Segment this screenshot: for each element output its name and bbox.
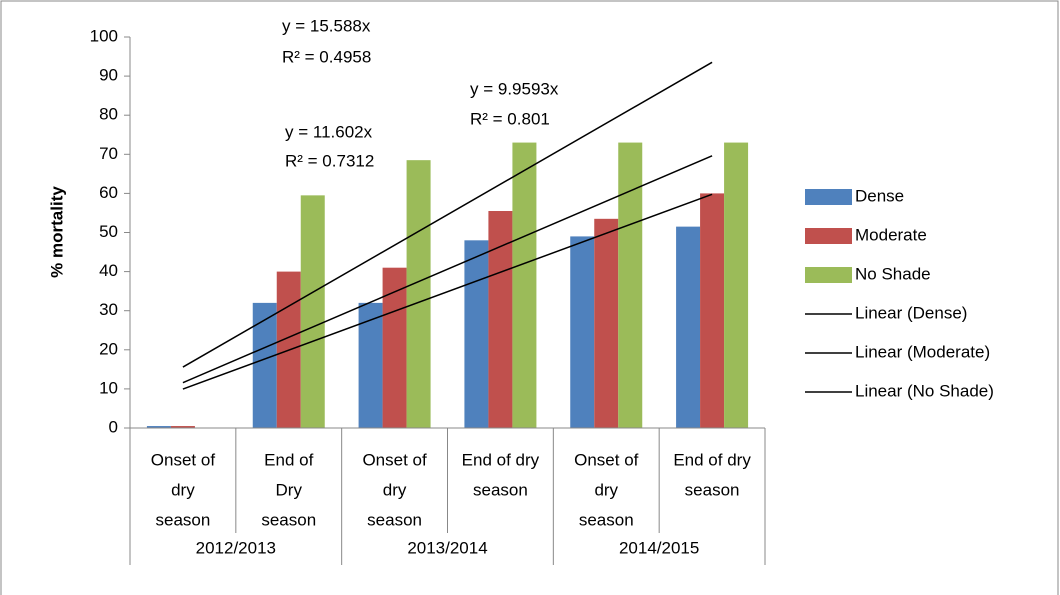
bar <box>570 236 595 428</box>
trend-equation: y = 11.602x <box>285 122 373 141</box>
bar <box>618 142 643 428</box>
trend-equation: y = 15.588x <box>282 16 371 35</box>
y-tick-label: 10 <box>99 378 118 397</box>
y-tick-label: 20 <box>99 339 118 358</box>
legend-label: Dense <box>855 186 904 205</box>
y-tick-label: 90 <box>99 66 118 85</box>
x-tick-label: dry <box>594 480 618 499</box>
legend-label: Linear (No Shade) <box>855 381 994 400</box>
x-tick-label: dry <box>383 480 407 499</box>
y-tick-label: 40 <box>99 261 118 280</box>
y-tick-label: 30 <box>99 300 118 319</box>
bar <box>252 302 277 428</box>
x-tick-label: season <box>579 510 634 529</box>
bar <box>724 142 749 428</box>
y-tick-label: 80 <box>99 105 118 124</box>
bar <box>300 195 325 428</box>
bar <box>700 193 725 428</box>
group-label: 2012/2013 <box>196 538 276 557</box>
legend-label: Linear (Moderate) <box>855 342 990 361</box>
group-label: 2013/2014 <box>407 538 487 557</box>
legend-label: No Shade <box>855 264 931 283</box>
group-label: 2014/2015 <box>619 538 699 557</box>
x-tick-label: season <box>367 510 422 529</box>
x-tick-label: End of <box>264 450 313 469</box>
x-tick-label: dry <box>171 480 195 499</box>
x-tick-label: season <box>685 480 740 499</box>
legend-label: Linear (Dense) <box>855 303 967 322</box>
bar <box>382 267 407 428</box>
legend-swatch <box>805 267 852 283</box>
trend-r2: R² = 0.7312 <box>285 151 374 170</box>
x-tick-label: End of dry <box>462 450 540 469</box>
y-tick-label: 100 <box>90 26 118 45</box>
trendline <box>182 61 713 368</box>
bar <box>146 426 171 428</box>
x-tick-label: season <box>473 480 528 499</box>
x-tick-label: Onset of <box>574 450 639 469</box>
x-tick-label: season <box>156 510 211 529</box>
x-tick-label: End of dry <box>673 450 751 469</box>
x-tick-label: Onset of <box>362 450 427 469</box>
legend-swatch <box>805 189 852 205</box>
trend-r2: R² = 0.4958 <box>282 47 371 66</box>
y-tick-label: 70 <box>99 144 118 163</box>
bar <box>170 426 195 428</box>
bar <box>488 210 513 428</box>
bar <box>406 160 431 429</box>
bar <box>358 302 383 428</box>
x-tick-label: season <box>261 510 316 529</box>
x-tick-label: Dry <box>276 480 303 499</box>
bar <box>676 226 701 428</box>
y-tick-label: 60 <box>99 183 118 202</box>
legend-swatch <box>805 228 852 244</box>
trend-r2: R² = 0.801 <box>470 109 550 128</box>
y-axis-label: % mortality <box>47 186 66 278</box>
legend-label: Moderate <box>855 225 927 244</box>
trend-equation: y = 9.9593x <box>470 79 559 98</box>
trendline <box>182 155 713 384</box>
y-tick-label: 0 <box>109 417 118 436</box>
x-tick-label: Onset of <box>151 450 216 469</box>
trendline <box>182 193 713 390</box>
bar <box>594 218 619 428</box>
bar <box>464 240 489 428</box>
y-tick-label: 50 <box>99 222 118 241</box>
bar <box>512 142 537 428</box>
